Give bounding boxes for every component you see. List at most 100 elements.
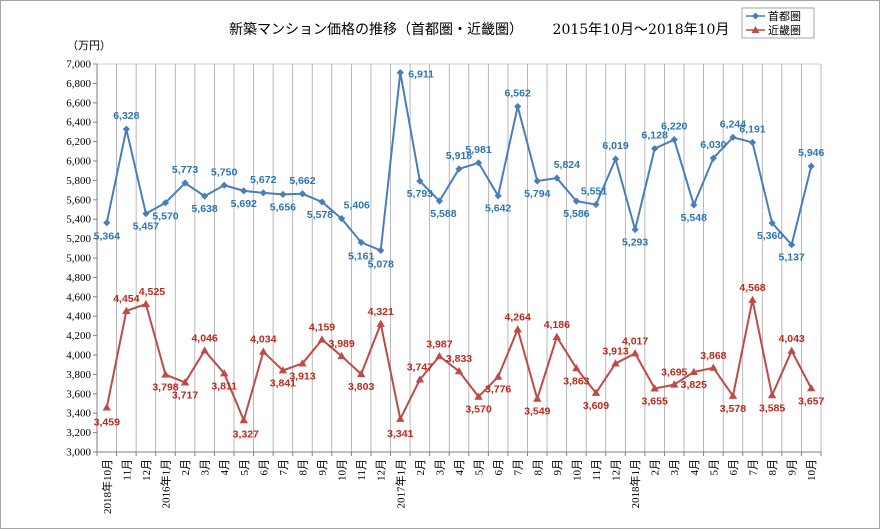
data-label-series-2: 3,655 — [642, 395, 668, 407]
triangle-marker — [122, 306, 131, 314]
diamond-marker — [572, 197, 581, 205]
x-tick-label: 10月 — [806, 459, 818, 481]
legend-label-series-2: 近畿圏 — [768, 23, 801, 37]
y-tick-label: 4,800 — [66, 272, 91, 284]
x-tick-label: 10月 — [337, 459, 349, 481]
x-tick-label: 2月 — [415, 459, 427, 476]
data-label-series-1: 6,244 — [720, 118, 746, 130]
data-label-series-1: 5,078 — [368, 258, 394, 270]
x-tick-label: 9月 — [787, 459, 799, 476]
data-label-series-1: 5,773 — [172, 164, 198, 176]
data-label-series-2: 3,327 — [233, 428, 259, 440]
diamond-marker — [220, 181, 228, 189]
data-label-series-2: 4,046 — [191, 333, 217, 345]
diamond-marker — [377, 246, 385, 255]
triangle-marker — [552, 332, 562, 340]
triangle-marker — [278, 366, 288, 374]
triangle-marker — [219, 369, 229, 377]
data-label-series-1: 5,794 — [524, 188, 550, 200]
y-tick-label: 4,400 — [66, 311, 91, 323]
data-label-series-1: 5,570 — [152, 211, 178, 223]
diamond-marker — [611, 155, 620, 163]
diamond-marker — [709, 154, 717, 162]
data-label-series-1: 5,750 — [211, 166, 237, 178]
y-tick-label: 3,600 — [66, 388, 91, 400]
triangle-marker — [298, 359, 307, 367]
diamond-marker — [318, 198, 326, 206]
data-label-series-1: 5,161 — [348, 250, 374, 262]
diamond-marker — [670, 136, 678, 144]
legend-diamond-marker — [752, 12, 759, 20]
data-label-series-2: 3,989 — [328, 338, 354, 350]
x-tick-label: 2016年1月 — [158, 459, 172, 509]
triangle-marker — [337, 351, 346, 360]
triangle-marker — [572, 364, 581, 372]
x-tick-label: 5月 — [239, 459, 251, 476]
data-label-series-1: 5,918 — [446, 150, 472, 162]
data-label-series-1: 5,692 — [231, 198, 257, 210]
data-label-series-1: 5,638 — [191, 203, 217, 215]
data-label-series-2: 3,570 — [465, 404, 491, 416]
triangle-marker — [689, 367, 699, 375]
y-tick-label: 4,200 — [66, 330, 91, 342]
data-label-series-2: 3,578 — [720, 403, 746, 415]
data-label-series-2: 3,776 — [485, 384, 511, 396]
y-tick-label: 6,000 — [66, 156, 91, 168]
triangle-marker — [239, 416, 248, 424]
diamond-marker — [807, 162, 815, 170]
y-tick-label: 5,400 — [66, 214, 91, 226]
data-label-series-2: 4,159 — [309, 322, 335, 334]
x-tick-label: 4月 — [689, 459, 701, 476]
x-tick-label: 3月 — [434, 459, 446, 476]
data-label-series-1: 5,548 — [681, 212, 707, 224]
x-tick-label: 12月 — [611, 459, 623, 481]
data-label-series-2: 3,987 — [426, 338, 452, 350]
data-label-series-2: 3,717 — [172, 389, 198, 401]
data-label-series-2: 4,034 — [250, 334, 276, 346]
data-label-series-2: 3,868 — [700, 350, 726, 362]
data-label-series-2: 3,459 — [94, 416, 120, 428]
y-tick-label: 3,200 — [66, 427, 91, 439]
data-label-series-2: 3,798 — [152, 382, 178, 394]
y-tick-label: 5,000 — [66, 253, 91, 265]
y-tick-label: 6,600 — [66, 97, 91, 109]
triangle-marker — [709, 363, 718, 371]
x-tick-label: 6月 — [493, 459, 505, 476]
triangle-marker — [787, 346, 796, 354]
diamond-marker — [142, 210, 150, 218]
x-tick-label: 11月 — [121, 459, 133, 481]
diamond-marker — [553, 174, 561, 182]
diamond-marker — [631, 225, 639, 234]
triangle-marker — [650, 384, 659, 392]
x-tick-label: 12月 — [376, 459, 388, 481]
data-label-series-2: 3,695 — [661, 367, 687, 379]
diamond-marker — [416, 177, 424, 185]
x-tick-label: 8月 — [297, 459, 309, 476]
data-label-series-1: 5,672 — [250, 174, 276, 186]
x-tick-label: 9月 — [317, 459, 329, 476]
data-label-series-1: 5,656 — [270, 201, 296, 213]
data-label-series-1: 5,457 — [133, 221, 159, 233]
diamond-marker — [396, 69, 404, 77]
data-label-series-1: 5,793 — [407, 188, 433, 200]
y-tick-label: 3,400 — [66, 408, 91, 420]
data-label-series-2: 4,568 — [739, 282, 765, 294]
data-label-series-1: 6,562 — [505, 87, 531, 99]
data-label-series-2: 3,841 — [270, 377, 296, 389]
legend: 首都圏 近畿圏 — [741, 7, 815, 39]
triangle-marker — [376, 319, 385, 327]
triangle-marker — [748, 295, 757, 303]
x-tick-label: 3月 — [669, 459, 681, 476]
triangle-marker — [807, 384, 816, 392]
triangle-marker — [454, 366, 464, 375]
diamond-marker — [729, 133, 737, 141]
triangle-marker — [259, 347, 268, 355]
axes — [96, 63, 821, 453]
triangle-marker — [630, 349, 640, 357]
y-tick-label: 3,000 — [66, 447, 91, 459]
triangle-marker — [200, 346, 209, 354]
triangle-marker — [670, 380, 679, 388]
data-label-series-2: 3,811 — [211, 380, 237, 392]
